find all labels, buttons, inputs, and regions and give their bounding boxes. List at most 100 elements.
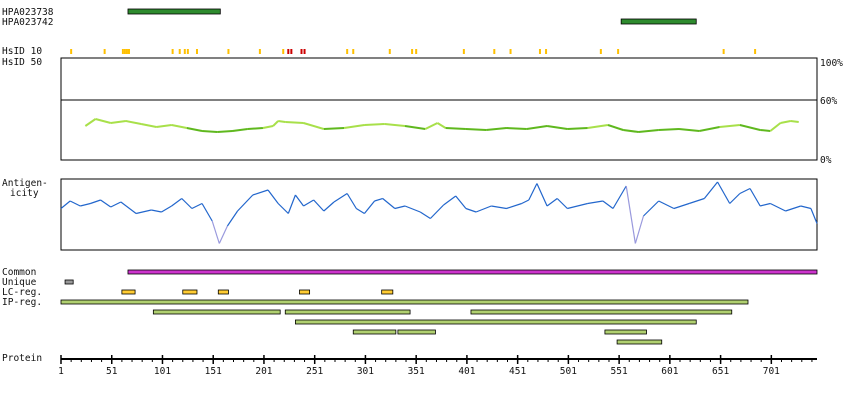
ip-region[interactable] bbox=[616, 339, 663, 345]
hsid-mark bbox=[493, 49, 496, 54]
lc-region[interactable] bbox=[299, 289, 311, 295]
antibody-bar[interactable] bbox=[620, 18, 697, 25]
identity-segment bbox=[262, 125, 274, 129]
antigenicity-segment bbox=[810, 208, 818, 224]
hsid-mark bbox=[290, 49, 293, 54]
lc-region[interactable] bbox=[381, 289, 394, 295]
hsid-mark bbox=[509, 49, 512, 54]
antigenicity-segment bbox=[218, 225, 228, 244]
tick-label: 551 bbox=[611, 366, 628, 377]
antigenicity-segment bbox=[382, 198, 396, 209]
antigenicity-segment bbox=[536, 183, 548, 207]
antigenicity-segment bbox=[60, 200, 71, 209]
protein-axis: 1 51 101 151 201 251 301 351 401 451 501 551 601 651 7… bbox=[58, 355, 817, 377]
identity-segment bbox=[303, 122, 325, 130]
hsid-mark bbox=[103, 49, 106, 54]
identity-segment bbox=[404, 125, 426, 130]
feature-tracks bbox=[60, 269, 818, 345]
antibody-bar[interactable] bbox=[127, 8, 221, 15]
antigenicity-segment bbox=[739, 187, 751, 195]
protein-label: Protein bbox=[2, 353, 43, 364]
identity-segment bbox=[232, 128, 248, 132]
antibody-name[interactable]: HPA023738 bbox=[2, 7, 54, 18]
identity-segment bbox=[343, 124, 365, 129]
antigenicity-segment bbox=[587, 200, 603, 205]
antigenicity-frame bbox=[60, 178, 818, 251]
ip-region[interactable] bbox=[470, 309, 733, 315]
lc-region[interactable] bbox=[217, 289, 229, 295]
antigenicity-segment bbox=[625, 185, 636, 244]
antigenicity-segment bbox=[355, 207, 365, 215]
antigenicity-segment bbox=[528, 183, 538, 201]
common-label: Common bbox=[2, 267, 37, 278]
hsid-mark bbox=[70, 49, 73, 54]
identity-segment bbox=[125, 120, 142, 125]
identity-segment bbox=[171, 124, 188, 129]
antigenicity-segment bbox=[363, 200, 376, 214]
antigenicity-segment bbox=[800, 205, 812, 210]
antigenicity-segment bbox=[419, 211, 431, 220]
identity-axis-100: 100% bbox=[820, 58, 843, 69]
hsid-mark bbox=[303, 49, 306, 54]
identity-segment bbox=[638, 129, 659, 133]
ip-region[interactable] bbox=[60, 299, 749, 305]
hsid-50-label: HsID 50 bbox=[2, 57, 43, 68]
antigenicity-segment bbox=[69, 200, 81, 207]
identity-segment bbox=[278, 120, 286, 123]
hsid-mark bbox=[415, 49, 418, 54]
lc-region[interactable] bbox=[182, 289, 198, 295]
antigenicity-segment bbox=[703, 181, 719, 199]
unique-region[interactable] bbox=[64, 279, 74, 285]
identity-segment bbox=[384, 123, 406, 127]
identity-segment bbox=[760, 129, 771, 132]
ip-region[interactable] bbox=[397, 329, 436, 335]
antigenicity-segment bbox=[394, 205, 406, 210]
tick-label: 351 bbox=[408, 366, 425, 377]
ip-region[interactable] bbox=[295, 319, 697, 325]
identity-segment bbox=[156, 124, 172, 128]
antigenicity-segment bbox=[673, 202, 690, 210]
hsid-10-label: HsID 10 bbox=[2, 46, 43, 57]
antibody-name[interactable]: HPA023742 bbox=[2, 17, 53, 28]
hsid-mark bbox=[287, 49, 290, 54]
ip-region[interactable] bbox=[604, 329, 647, 335]
ip-region[interactable] bbox=[352, 329, 397, 335]
hsid-mark bbox=[617, 49, 620, 54]
identity-segment bbox=[247, 127, 264, 130]
antigenicity-segment bbox=[80, 202, 91, 207]
common-region[interactable] bbox=[127, 269, 818, 275]
antigenicity-segment bbox=[294, 194, 305, 207]
identity-segment bbox=[486, 127, 507, 131]
antigenicity-segment bbox=[429, 204, 444, 219]
antigenicity-segment bbox=[252, 189, 269, 196]
ip-region[interactable] bbox=[284, 309, 411, 315]
antigenicity-label-line1: Antigen- bbox=[2, 178, 48, 189]
antigenicity-label-line2: icity bbox=[10, 188, 39, 199]
identity-segment bbox=[546, 125, 568, 130]
identity-segment bbox=[790, 120, 799, 123]
antigenicity-segment bbox=[749, 188, 761, 207]
identity-segment bbox=[699, 126, 720, 132]
identity-segment bbox=[506, 127, 527, 130]
hsid-mark bbox=[346, 49, 349, 54]
antigenicity-segment bbox=[201, 203, 213, 222]
antigenicity-segment bbox=[277, 203, 289, 214]
identity-segment bbox=[678, 128, 700, 132]
identity-segment bbox=[587, 124, 609, 129]
antigenicity-segment bbox=[643, 200, 660, 217]
hsid-mark bbox=[538, 49, 541, 54]
lc-region[interactable] bbox=[121, 289, 136, 295]
identity-segment bbox=[623, 129, 639, 133]
ip-region[interactable] bbox=[152, 309, 281, 315]
hsid-mark bbox=[411, 49, 414, 54]
tick-label: 651 bbox=[712, 366, 729, 377]
identity-segment bbox=[140, 123, 157, 128]
antigenicity-segment bbox=[346, 193, 357, 209]
hsid-track bbox=[70, 49, 757, 54]
tick-label: 101 bbox=[154, 366, 171, 377]
antigenicity-segment bbox=[333, 192, 348, 203]
identity-segment bbox=[780, 120, 791, 124]
identity-segment bbox=[186, 127, 203, 132]
identity-segment bbox=[272, 120, 279, 127]
antigenicity-segment bbox=[521, 199, 530, 205]
